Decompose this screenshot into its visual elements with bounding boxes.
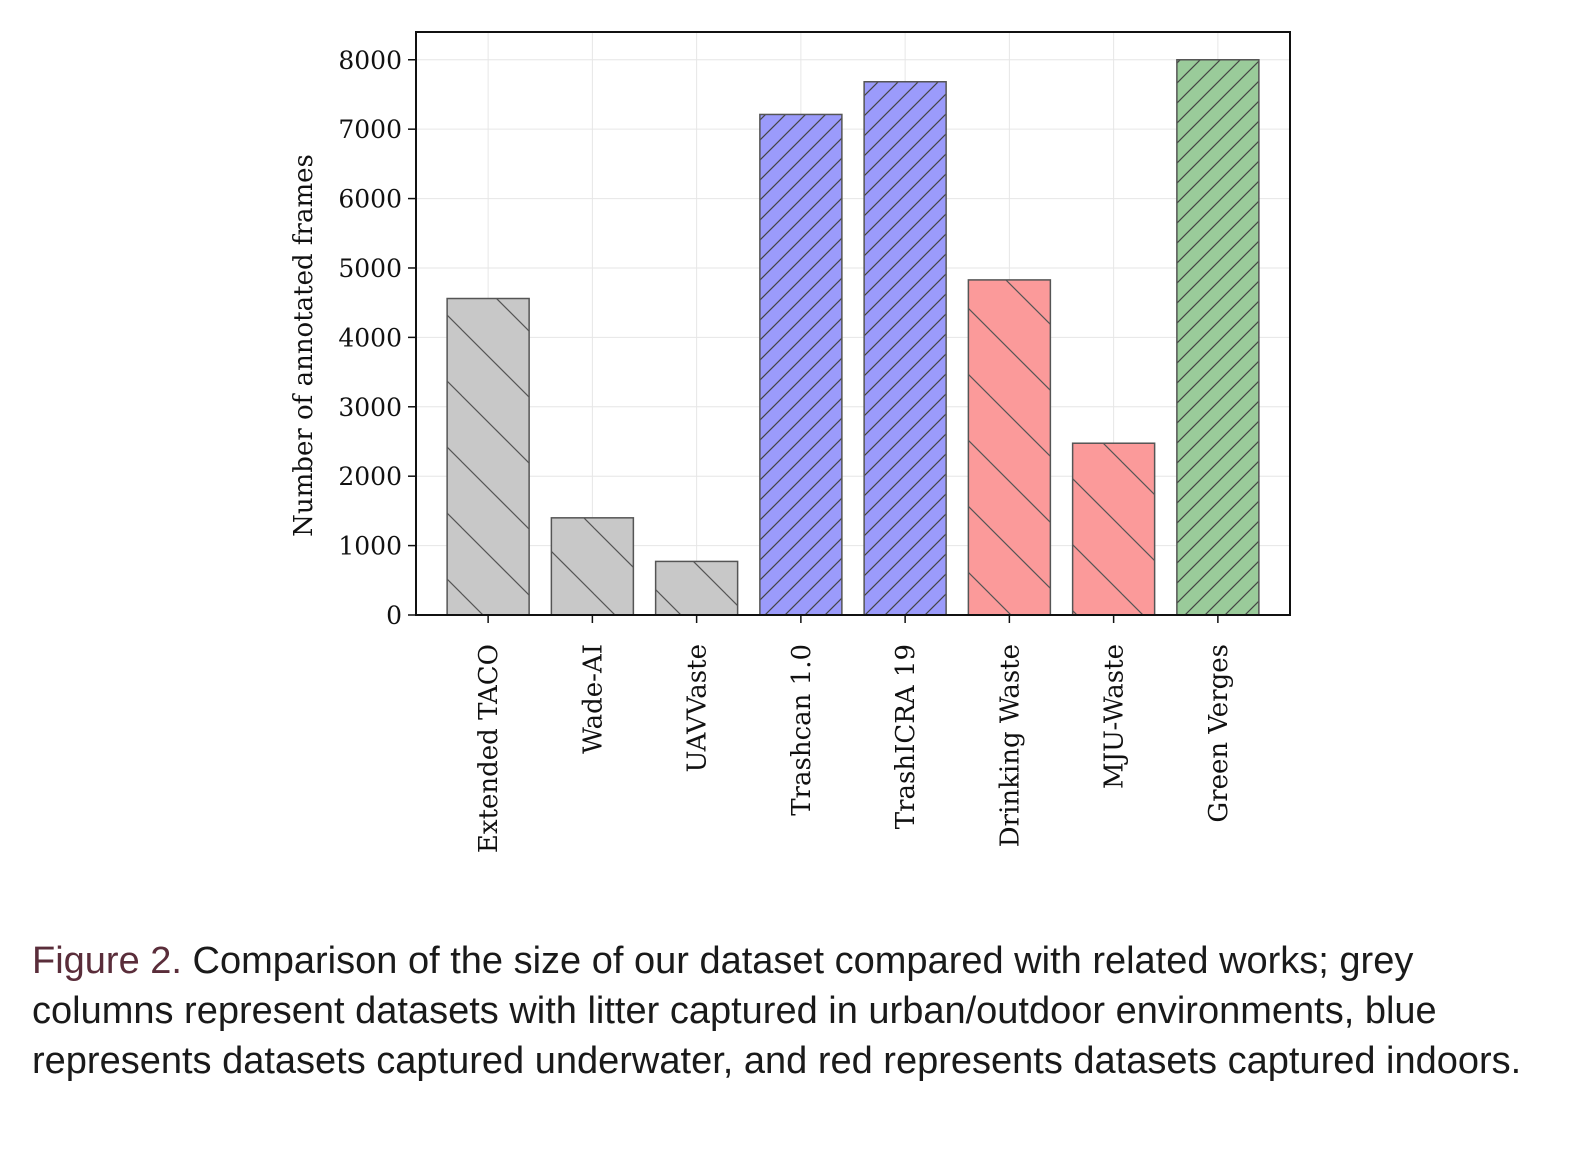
y-tick-label: 4000 xyxy=(338,323,402,352)
bar-green-verges xyxy=(1176,59,1260,616)
y-axis-ticks: 0 1000 2000 3000 4000 5000 6000 7000 8000 xyxy=(338,46,416,630)
chart-container: 0 1000 2000 3000 4000 5000 6000 7000 8000 Extend… xyxy=(289,31,1291,853)
y-axis-label: Number of annotated frames xyxy=(289,154,319,537)
x-axis-ticks: Extended TACO Wade-AI UAVVaste Trashcan 1.0… xyxy=(474,615,1234,853)
bar-hatch xyxy=(654,560,739,616)
y-tick-label: 1000 xyxy=(338,532,402,561)
bar-hatch xyxy=(446,297,530,616)
x-tick-label: Wade-AI xyxy=(578,644,608,754)
x-tick-label: Extended TACO xyxy=(474,644,504,853)
x-tick-label: Trashcan 1.0 xyxy=(787,644,817,816)
bar-hatch xyxy=(759,113,843,616)
x-tick-label: Drinking Waste xyxy=(995,644,1025,847)
figure-label: Figure 2. xyxy=(32,940,182,982)
bar-hatch xyxy=(967,279,1052,616)
x-tick-label: Green Verges xyxy=(1204,644,1234,823)
bars xyxy=(446,59,1260,616)
x-tick-label: UAVVaste xyxy=(683,644,713,772)
y-tick-label: 2000 xyxy=(338,462,402,491)
bar-hatch xyxy=(1071,442,1156,616)
bar-hatch xyxy=(863,81,947,616)
bar-uavvaste xyxy=(654,560,739,616)
bar-hatch xyxy=(1176,59,1260,616)
bar-extended-taco xyxy=(446,297,530,616)
x-tick-label: MJU-Waste xyxy=(1100,644,1130,789)
bar-chart: 0 1000 2000 3000 4000 5000 6000 7000 8000 Extend… xyxy=(289,31,1291,853)
grid-lines xyxy=(416,32,1290,616)
y-tick-label: 0 xyxy=(386,601,402,630)
bar-wade-ai xyxy=(550,517,635,616)
bar-mju-waste xyxy=(1071,442,1156,616)
x-tick-label: TrashICRA 19 xyxy=(891,644,921,829)
figure-caption: Figure 2. Comparison of the size of our … xyxy=(32,936,1552,1086)
y-tick-label: 6000 xyxy=(338,185,402,214)
caption-text: Comparison of the size of our dataset co… xyxy=(32,940,1522,1082)
bar-drinking-waste xyxy=(967,279,1052,616)
y-tick-label: 7000 xyxy=(338,115,402,144)
y-tick-label: 8000 xyxy=(338,46,402,75)
y-tick-label: 3000 xyxy=(338,393,402,422)
y-tick-label: 5000 xyxy=(338,254,402,283)
bar-hatch xyxy=(550,517,635,616)
plot-frame xyxy=(415,31,1291,616)
bar-trashicra-19 xyxy=(863,81,947,616)
bar-trashcan-1-0 xyxy=(759,113,843,616)
